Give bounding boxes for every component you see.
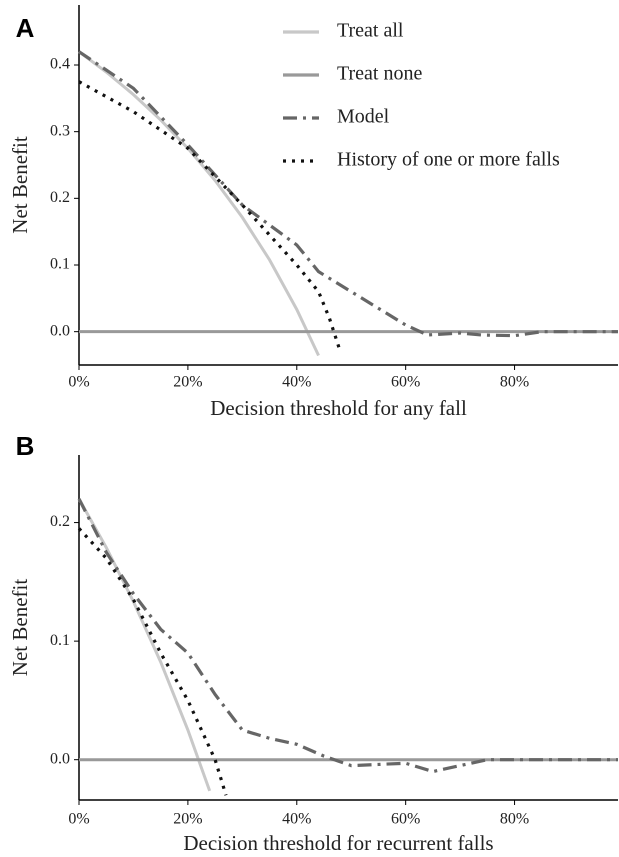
legend-label: Model [337,106,390,128]
series-line [77,498,212,792]
series-line [77,498,618,774]
y-tick-label: 0.4 [50,56,70,73]
y-tick-label: 0.0 [50,750,70,767]
legend-label: Treat all [337,20,404,42]
y-tick-label: 0.2 [50,513,70,530]
x-tick-label: 80% [500,374,529,391]
panel-label: A [16,13,35,43]
legend-label: Treat none [337,63,422,85]
x-tick-label: 0% [68,811,89,828]
y-tick-label: 0.1 [50,256,70,273]
y-axis-label: Net Benefit [8,136,32,234]
x-tick-label: 60% [391,374,420,391]
y-tick-label: 0.1 [50,632,70,649]
series-line [78,50,618,338]
x-axis-label: Decision threshold for recurrent falls [183,831,493,855]
x-tick-label: 60% [391,811,420,828]
y-tick-label: 0.2 [50,189,70,206]
y-tick-label: 0.0 [50,322,70,339]
legend-label: History of one or more falls [337,149,560,171]
x-tick-label: 80% [500,811,529,828]
x-axis-label: Decision threshold for any fall [210,396,467,420]
panel-label: B [16,431,35,461]
x-tick-label: 40% [282,811,311,828]
x-tick-label: 0% [68,374,89,391]
series-line [78,50,320,357]
x-tick-label: 20% [173,374,202,391]
x-tick-label: 40% [282,374,311,391]
y-axis-label: Net Benefit [8,579,32,677]
series-line [78,80,342,353]
y-tick-label: 0.3 [50,122,70,139]
series-line [77,527,228,796]
x-tick-label: 20% [173,811,202,828]
